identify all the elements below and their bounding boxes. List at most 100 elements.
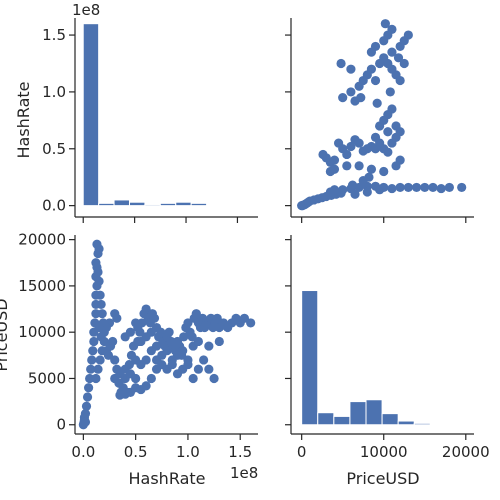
hashrate-vs-price-point bbox=[97, 309, 107, 319]
price-vs-hashrate-point bbox=[347, 180, 358, 190]
price-vs-hashrate-point bbox=[329, 185, 340, 195]
hashrate-vs-price-point bbox=[188, 373, 198, 384]
price-vs-hashrate-point bbox=[370, 75, 381, 86]
hashrate-vs-price-ytick-label: 10000 bbox=[18, 323, 66, 341]
price-vs-hashrate-point bbox=[383, 147, 393, 157]
hashrate-vs-price-point bbox=[179, 332, 189, 342]
hashrate-vs-price-point bbox=[193, 364, 203, 374]
price-vs-hashrate-scatter-panel bbox=[285, 18, 474, 223]
hashrate-vs-price-point bbox=[93, 267, 103, 277]
hashrate-hist-ytick-label: 0.5 bbox=[42, 140, 66, 158]
hashrate-hist-bar bbox=[82, 23, 100, 207]
hashrate-vs-price-ytick-label: 15000 bbox=[18, 277, 66, 295]
hashrate-vs-price-point bbox=[83, 383, 94, 393]
hashrate-vs-price-xtick-label: 1.0 bbox=[176, 443, 200, 461]
price-vs-hashrate-point bbox=[395, 127, 405, 137]
hashrate-vs-price-point bbox=[97, 346, 107, 356]
hashrate-hist-ytick-label: 1.0 bbox=[42, 83, 66, 101]
hashrate-vs-price-point bbox=[112, 313, 122, 323]
hashrate-vs-price-point bbox=[214, 336, 224, 347]
price-vs-hashrate-point bbox=[411, 182, 422, 193]
price-vs-hashrate-point bbox=[457, 182, 467, 193]
price-histogram-panel: 0 10000 20000 bbox=[285, 235, 490, 461]
price-vs-hashrate-point bbox=[420, 182, 430, 193]
price-vs-hashrate-point bbox=[356, 93, 366, 103]
hashrate-vs-price-point bbox=[103, 350, 114, 360]
hashrate-vs-price-point bbox=[101, 322, 111, 333]
hashrate-vs-price-point bbox=[133, 322, 143, 333]
price-vs-hashrate-point bbox=[342, 161, 352, 171]
price-vs-hashrate-point bbox=[354, 161, 364, 171]
hashrate-hist-ytick-label: 1.5 bbox=[42, 26, 66, 44]
hashrate-vs-price-point bbox=[80, 409, 91, 419]
hashrate-vs-price-xtick-label: 0.5 bbox=[124, 443, 148, 461]
price-vs-hashrate-point bbox=[387, 24, 397, 34]
price-vs-hashrate-point bbox=[387, 104, 397, 114]
hashrate-vs-price-point bbox=[193, 336, 203, 347]
hashrate-vs-price-ytick-label: 5000 bbox=[28, 369, 66, 387]
price-hist-bar bbox=[445, 423, 464, 426]
price-hist-xtick-label: 0 bbox=[297, 443, 307, 461]
hashrate-vs-price-point bbox=[82, 392, 93, 402]
hashrate-vs-price-point bbox=[151, 364, 162, 374]
price-vs-hashrate-point bbox=[370, 132, 381, 142]
hashrate-vs-price-point bbox=[94, 276, 104, 286]
hashrate-hist-bar bbox=[190, 202, 208, 207]
hashrate-hist-bar bbox=[144, 203, 161, 207]
price-vs-hashrate-point bbox=[354, 138, 364, 148]
price-vs-hashrate-point bbox=[346, 141, 356, 152]
hashrate-vs-price-point bbox=[141, 355, 151, 365]
x-offset-label-bottom: 1e8 bbox=[230, 464, 258, 482]
price-hist-bar bbox=[349, 401, 367, 426]
price-vs-hashrate-point bbox=[395, 155, 405, 165]
hashrate-vs-price-ytick-label: 0 bbox=[56, 416, 66, 434]
price-vs-hashrate-point bbox=[336, 58, 346, 69]
price-vs-hashrate-point bbox=[387, 183, 397, 194]
hashrate-vs-price-point bbox=[149, 313, 160, 323]
hashrate-vs-price-point bbox=[120, 332, 130, 342]
hashrate-vs-price-point bbox=[81, 401, 92, 411]
price-hist-bar bbox=[365, 399, 383, 426]
hashrate-vs-price-point bbox=[93, 364, 103, 374]
price-vs-hashrate-point bbox=[387, 47, 397, 57]
hashrate-vs-price-point bbox=[141, 304, 151, 314]
price-hist-bar bbox=[301, 290, 319, 426]
hashrate-vs-price-point bbox=[167, 359, 177, 370]
price-vs-hashrate-point bbox=[329, 155, 340, 165]
hashrate-hist-bar bbox=[113, 199, 130, 207]
hashrate-vs-price-point bbox=[91, 258, 101, 268]
hashrate-hist-ytick-label: 0.0 bbox=[42, 197, 66, 215]
price-vs-hashrate-point bbox=[350, 189, 360, 199]
hashrate-vs-price-point bbox=[131, 373, 141, 384]
hashrate-vs-price-point bbox=[246, 318, 256, 328]
hashrate-vs-price-point bbox=[212, 313, 222, 323]
price-vs-hashrate-point bbox=[379, 166, 389, 177]
hashrate-hist-bar bbox=[128, 201, 146, 207]
price-vs-hashrate-point bbox=[338, 185, 348, 195]
hashrate-vs-price-point bbox=[146, 346, 156, 356]
y-axis-label-priceusd: PriceUSD bbox=[0, 298, 11, 371]
price-hist-bar bbox=[317, 412, 335, 426]
hashrate-vs-price-scatter-panel: 0 5000 10000 15000 20000 0.0 0.5 1.0 1.5 bbox=[18, 231, 258, 461]
hashrate-vs-price-point bbox=[94, 244, 104, 254]
price-vs-hashrate-point bbox=[338, 93, 348, 103]
price-vs-hashrate-point bbox=[395, 182, 405, 193]
y-offset-label-top: 1e8 bbox=[72, 1, 100, 19]
x-axis-label-hashrate: HashRate bbox=[129, 469, 206, 488]
hashrate-vs-price-point bbox=[110, 355, 120, 365]
hashrate-vs-price-point bbox=[199, 355, 209, 365]
hashrate-vs-price-point bbox=[146, 327, 156, 337]
hashrate-vs-price-point bbox=[209, 373, 219, 384]
price-vs-hashrate-point bbox=[346, 87, 356, 97]
hashrate-vs-price-point bbox=[191, 309, 201, 319]
hashrate-vs-price-point bbox=[146, 373, 156, 384]
hashrate-vs-price-point bbox=[86, 364, 96, 374]
hashrate-hist-bar bbox=[98, 202, 115, 207]
price-vs-hashrate-point bbox=[395, 75, 405, 86]
x-axis-label-priceusd: PriceUSD bbox=[346, 469, 419, 488]
hashrate-hist-bar bbox=[175, 201, 192, 207]
price-hist-bar bbox=[397, 420, 415, 426]
price-hist-bar bbox=[413, 422, 431, 426]
hashrate-vs-price-point bbox=[87, 355, 97, 365]
hashrate-vs-price-point bbox=[239, 313, 250, 323]
